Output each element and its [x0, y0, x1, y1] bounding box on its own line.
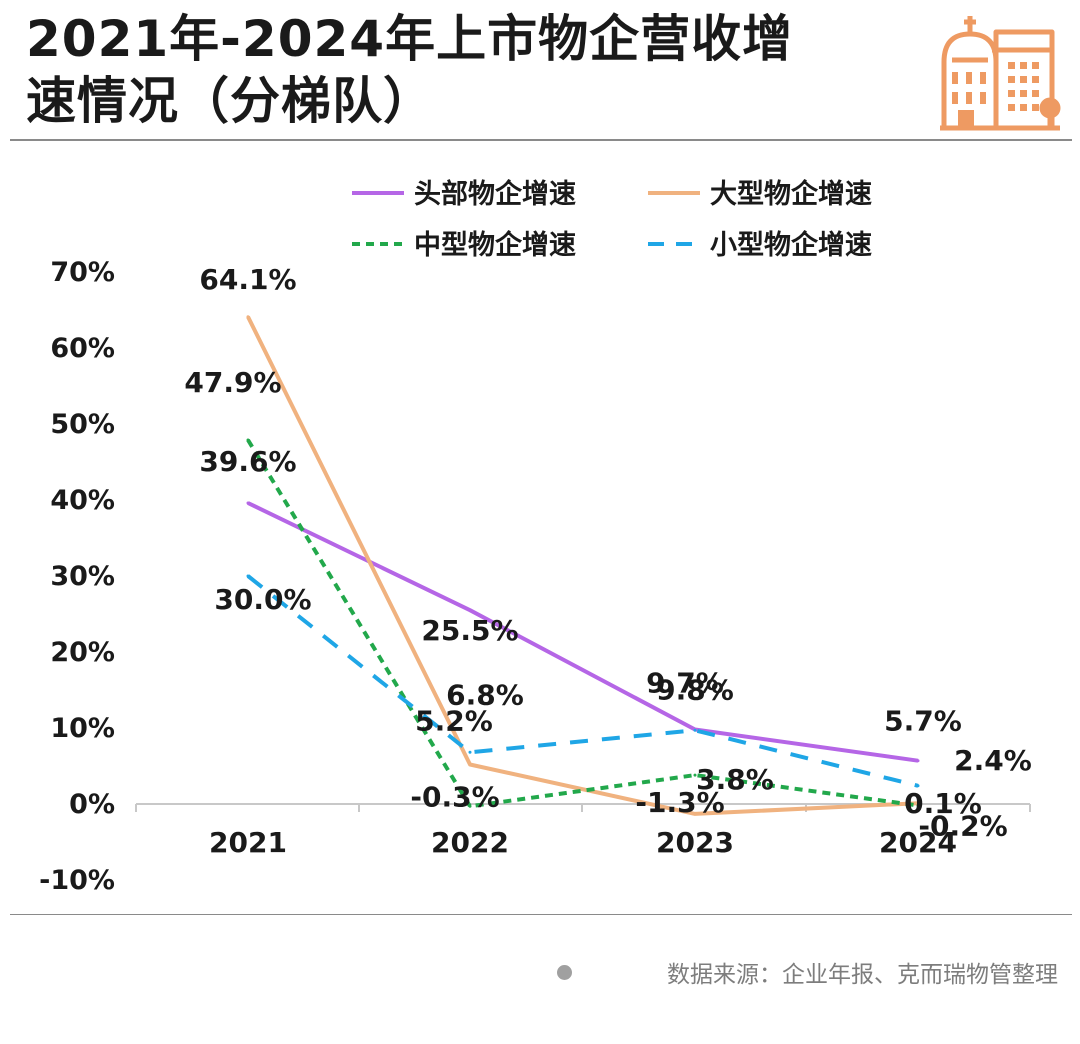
data-point-medium	[246, 438, 250, 442]
data-label-head: 9.8%	[656, 674, 734, 707]
x-tick-label: 2022	[431, 826, 509, 859]
data-point-small	[246, 574, 250, 578]
line-chart: 头部物企增速 大型物企增速 中型物企增速 小型物企增速 70% 60% 50% 40%…	[39, 178, 1032, 896]
source-text: 数据来源：企业年报、克而瑞物管整理	[667, 962, 1058, 988]
data-point-large	[246, 315, 250, 319]
data-point-head	[468, 608, 472, 612]
data-point-head	[916, 759, 920, 763]
title-line-1: 2021年-2024年上市物企营收增	[26, 10, 794, 68]
y-tick-label: 70%	[50, 257, 115, 288]
x-tick-label: 2024	[879, 826, 957, 859]
data-point-large	[693, 812, 697, 816]
series-line-large	[246, 315, 919, 816]
y-tick-label: 10%	[50, 713, 115, 744]
data-label-small: 6.8%	[446, 678, 524, 711]
data-point-medium	[468, 804, 472, 808]
series-line-small	[246, 574, 919, 788]
data-label-medium: 3.8%	[696, 763, 774, 796]
y-tick-label: -10%	[39, 865, 115, 896]
data-label-small: 2.4%	[954, 744, 1032, 777]
data-label-small: 30.0%	[214, 583, 311, 616]
data-point-small	[916, 784, 920, 788]
legend: 头部物企增速 大型物企增速 中型物企增速 小型物企增速	[352, 178, 872, 261]
data-label-head: 25.5%	[421, 614, 518, 647]
legend-label-small: 小型物企增速	[710, 229, 872, 261]
series-line-head	[247, 501, 919, 763]
data-label-head: 5.7%	[884, 705, 962, 738]
building-icon	[940, 16, 1061, 131]
x-tick-label: 2021	[209, 826, 287, 859]
title-line-2: 速情况（分梯队）	[26, 72, 434, 130]
data-label-large: -1.3%	[635, 786, 724, 819]
data-label-large: 0.1%	[904, 787, 982, 820]
y-tick-label: 20%	[50, 637, 115, 668]
legend-label-medium: 中型物企增速	[414, 229, 576, 261]
y-tick-label: 30%	[50, 561, 115, 592]
source-note: 数据来源：企业年报、克而瑞物管整理	[557, 955, 1058, 989]
data-point-medium	[916, 804, 920, 807]
data-label-medium: -0.2%	[918, 810, 1007, 843]
data-point-head	[246, 501, 250, 505]
title-divider	[10, 139, 1072, 141]
y-tick-label: 40%	[50, 485, 115, 516]
legend-label-head: 头部物企增速	[414, 178, 576, 210]
legend-label-large: 大型物企增速	[710, 178, 872, 210]
data-point-small	[693, 728, 697, 732]
page-title: 2021年-2024年上市物企营收增 速情况（分梯队）	[26, 8, 926, 132]
data-label-large: 64.1%	[199, 263, 296, 296]
data-label-medium: -0.3%	[410, 780, 499, 813]
series-line-medium	[246, 438, 919, 809]
data-label-medium: 47.9%	[184, 366, 281, 399]
data-point-small	[468, 750, 472, 754]
data-label-large: 5.2%	[415, 704, 493, 737]
data-point-medium	[693, 773, 697, 777]
bullet-dot	[557, 964, 572, 980]
data-label-small: 9.7%	[646, 666, 724, 699]
x-tick-label: 2023	[656, 826, 734, 859]
footer-divider	[10, 914, 1072, 915]
y-tick-label: 60%	[50, 333, 115, 364]
y-tick-label: 50%	[50, 409, 115, 440]
data-label-head: 39.6%	[199, 445, 296, 478]
y-tick-label: 0%	[69, 789, 115, 820]
data-point-large	[468, 763, 472, 766]
data-point-large	[916, 801, 920, 805]
